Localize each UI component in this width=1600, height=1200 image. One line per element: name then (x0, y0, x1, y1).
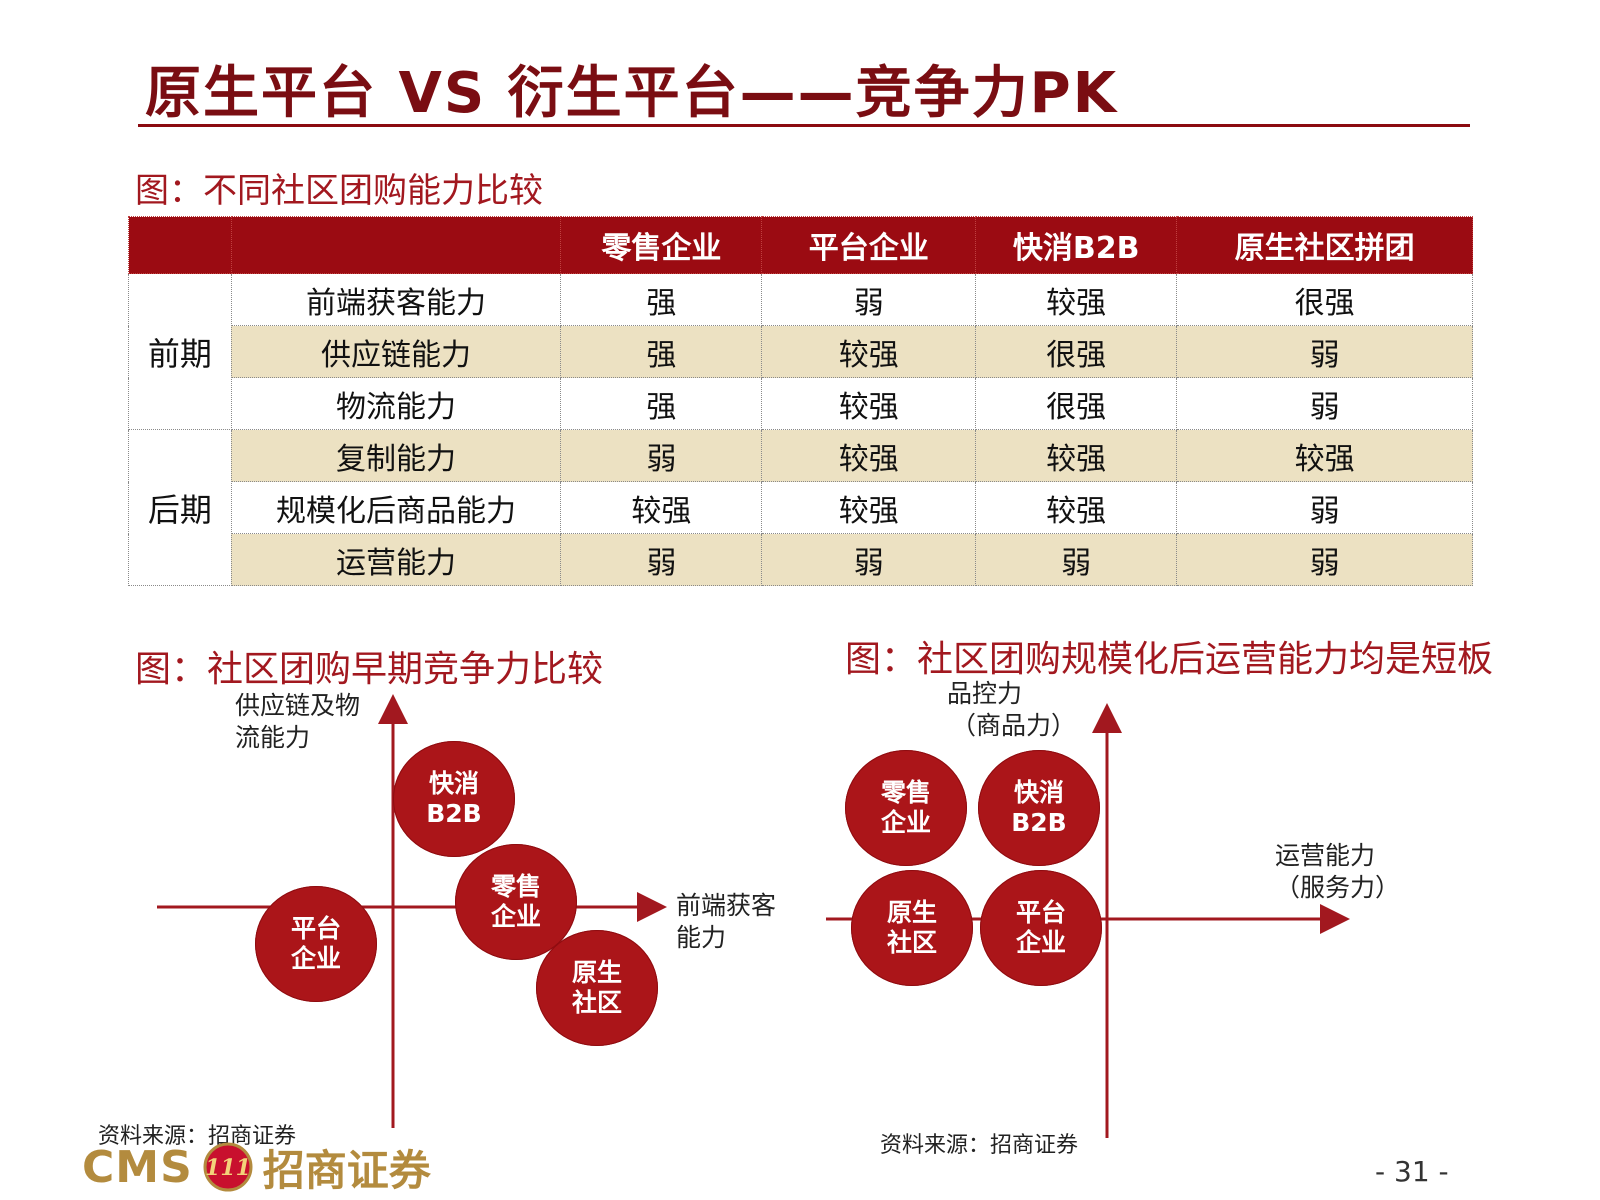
table-cell: 弱 (560, 533, 763, 586)
table-row: 规模化后商品能力 较强 较强 较强 弱 (129, 481, 1473, 534)
right-source-note: 资料来源：招商证券 (880, 1133, 1079, 1158)
bubble-retail: 零售 企业 (455, 844, 577, 960)
page-title: 原生平台 VS 衍生平台——竞争力PK (145, 61, 1119, 126)
bubble-native-community: 原生 社区 (851, 870, 973, 986)
bubble-native-community: 原生 社区 (536, 930, 658, 1046)
table-cell: 弱 (1176, 377, 1473, 430)
header-cell: 零售企业 (560, 216, 763, 274)
stage-label: 后期 (128, 429, 232, 586)
table-cell: 弱 (1176, 533, 1473, 586)
bubble-fmcg-b2b: 快消 B2B (393, 741, 515, 857)
table-cell: 弱 (761, 273, 977, 326)
table-cell: 很强 (975, 325, 1178, 378)
row-label: 复制能力 (230, 429, 562, 482)
logo-chinese: 招商证券 (262, 1145, 431, 1195)
bubble-platform: 平台 企业 (980, 870, 1102, 986)
logo-latin: CMS (82, 1141, 193, 1193)
table-caption: 图：不同社区团购能力比较 (135, 171, 543, 211)
table-cell: 弱 (560, 429, 763, 482)
stage-label: 前期 (128, 273, 232, 430)
table-cell: 较强 (975, 273, 1178, 326)
table-cell: 较强 (560, 481, 763, 534)
left-y-axis-label: 供应链及物 流能力 (235, 691, 361, 752)
table-cell: 较强 (975, 481, 1178, 534)
table-cell: 强 (560, 273, 763, 326)
bubble-platform: 平台 企业 (255, 886, 377, 1002)
header-cell: 快消B2B (975, 216, 1178, 274)
title-divider (138, 124, 1470, 127)
row-label: 运营能力 (230, 533, 562, 586)
table-header-row: 零售企业 平台企业 快消B2B 原生社区拼团 (128, 216, 1473, 274)
table-cell: 弱 (1176, 325, 1473, 378)
capability-comparison-table: 零售企业 平台企业 快消B2B 原生社区拼团 前期 前端获客能力 强 弱 较强 … (128, 216, 1473, 586)
row-label: 供应链能力 (230, 325, 562, 378)
table-row: 运营能力 弱 弱 弱 弱 (129, 533, 1473, 586)
bubble-retail: 零售 企业 (845, 750, 967, 866)
table-cell: 较强 (761, 481, 977, 534)
table-cell: 弱 (975, 533, 1178, 586)
right-x-axis-label: 运营能力 （服务力） (1275, 841, 1401, 902)
table-row: 前期 前端获客能力 强 弱 较强 很强 (128, 273, 1473, 430)
table-row: 供应链能力 强 较强 很强 弱 (129, 325, 1473, 378)
company-logo: CMS 111 招商证券 (82, 1141, 431, 1195)
header-cell: 原生社区拼团 (1176, 216, 1473, 274)
table-cell: 弱 (761, 533, 977, 586)
right-y-axis-label: 品控力 （商品力） (947, 679, 1077, 740)
left-diagram-caption: 图：社区团购早期竞争力比较 (135, 649, 604, 690)
right-diagram-caption: 图：社区团购规模化后运营能力均是短板 (845, 639, 1494, 680)
left-x-axis-label: 前端获客 能力 (676, 891, 777, 952)
table-row: 物流能力 强 较强 很强 弱 (129, 377, 1473, 430)
row-label: 前端获客能力 (230, 273, 562, 326)
bubble-fmcg-b2b: 快消 B2B (978, 750, 1100, 866)
header-cell: 平台企业 (761, 216, 977, 274)
svg-text:111: 111 (205, 1155, 251, 1181)
table-cell: 较强 (761, 377, 977, 430)
table-cell: 很强 (975, 377, 1178, 430)
table-cell: 较强 (975, 429, 1178, 482)
page-number: - 31 - (1375, 1155, 1449, 1188)
logo-badge-icon: 111 (203, 1142, 253, 1192)
left-source-note: 资料来源：招商证券 (98, 1124, 297, 1149)
